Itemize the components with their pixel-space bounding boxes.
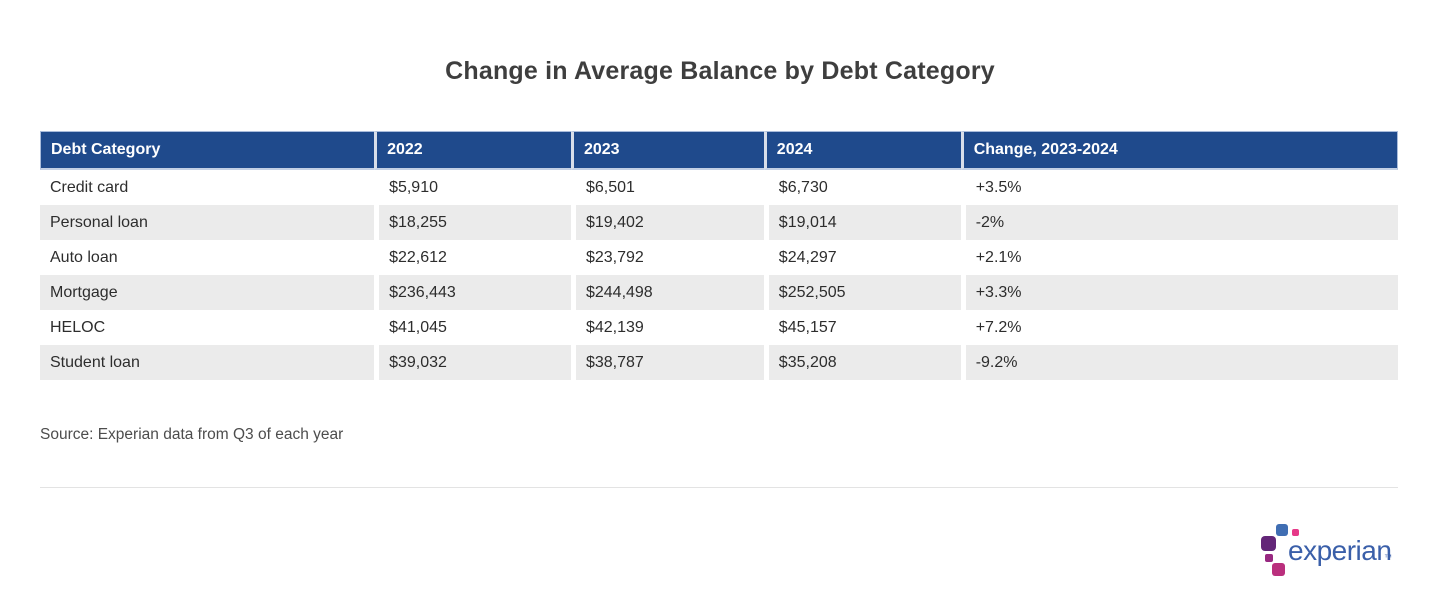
- table-row-credit-card: Credit card $5,910 $6,501 $6,730 +3.5%: [40, 170, 1398, 205]
- column-header-2023: 2023: [570, 131, 764, 170]
- logo-block-purple-icon: [1261, 536, 1276, 551]
- cell-category: Auto loan: [40, 240, 375, 275]
- balance-table-container: Debt Category 2022 2023 2024 Change, 202…: [40, 131, 1398, 380]
- column-header-debt-category: Debt Category: [40, 131, 375, 170]
- logo-block-violet-icon: [1265, 554, 1273, 562]
- table-row-student-loan: Student loan $39,032 $38,787 $35,208 -9.…: [40, 345, 1398, 380]
- table-header-row: Debt Category 2022 2023 2024 Change, 202…: [40, 131, 1398, 170]
- balance-table: Debt Category 2022 2023 2024 Change, 202…: [40, 131, 1398, 380]
- cell-category: Student loan: [40, 345, 375, 380]
- logo-block-pink-icon: [1292, 529, 1299, 536]
- cell-2024: $24,297: [763, 240, 961, 275]
- cell-2023: $6,501: [570, 170, 764, 205]
- experian-wordmark: experian: [1288, 535, 1392, 566]
- cell-2024: $45,157: [763, 310, 961, 345]
- table-row-heloc: HELOC $41,045 $42,139 $45,157 +7.2%: [40, 310, 1398, 345]
- column-header-change: Change, 2023-2024: [960, 131, 1398, 170]
- cell-2024: $19,014: [763, 205, 961, 240]
- cell-category: Credit card: [40, 170, 375, 205]
- table-row-personal-loan: Personal loan $18,255 $19,402 $19,014 -2…: [40, 205, 1398, 240]
- table-row-auto-loan: Auto loan $22,612 $23,792 $24,297 +2.1%: [40, 240, 1398, 275]
- cell-category: Mortgage: [40, 275, 375, 310]
- cell-2022: $5,910: [374, 170, 571, 205]
- source-note: Source: Experian data from Q3 of each ye…: [40, 426, 344, 443]
- cell-change: +7.2%: [960, 310, 1398, 345]
- cell-2023: $42,139: [570, 310, 764, 345]
- cell-2024: $6,730: [763, 170, 961, 205]
- column-header-2022: 2022: [374, 131, 571, 170]
- cell-category: Personal loan: [40, 205, 375, 240]
- logo-block-blue-icon: [1276, 524, 1288, 536]
- cell-2022: $18,255: [374, 205, 571, 240]
- cell-2022: $236,443: [374, 275, 571, 310]
- cell-2024: $35,208: [763, 345, 961, 380]
- column-header-2024: 2024: [763, 131, 961, 170]
- trademark-symbol: ™: [1384, 553, 1392, 562]
- logo-block-magenta-icon: [1272, 563, 1285, 576]
- table-row-mortgage: Mortgage $236,443 $244,498 $252,505 +3.3…: [40, 275, 1398, 310]
- cell-2023: $38,787: [570, 345, 764, 380]
- cell-change: -9.2%: [960, 345, 1398, 380]
- cell-2023: $23,792: [570, 240, 764, 275]
- cell-2022: $22,612: [374, 240, 571, 275]
- cell-2022: $41,045: [374, 310, 571, 345]
- cell-change: +3.5%: [960, 170, 1398, 205]
- cell-change: -2%: [960, 205, 1398, 240]
- cell-2023: $19,402: [570, 205, 764, 240]
- page-title: Change in Average Balance by Debt Catego…: [445, 57, 995, 85]
- cell-change: +3.3%: [960, 275, 1398, 310]
- cell-2024: $252,505: [763, 275, 961, 310]
- cell-category: HELOC: [40, 310, 375, 345]
- cell-change: +2.1%: [960, 240, 1398, 275]
- cell-2023: $244,498: [570, 275, 764, 310]
- cell-2022: $39,032: [374, 345, 571, 380]
- footer-divider: [40, 487, 1398, 488]
- experian-logo: experian ™: [1260, 518, 1410, 582]
